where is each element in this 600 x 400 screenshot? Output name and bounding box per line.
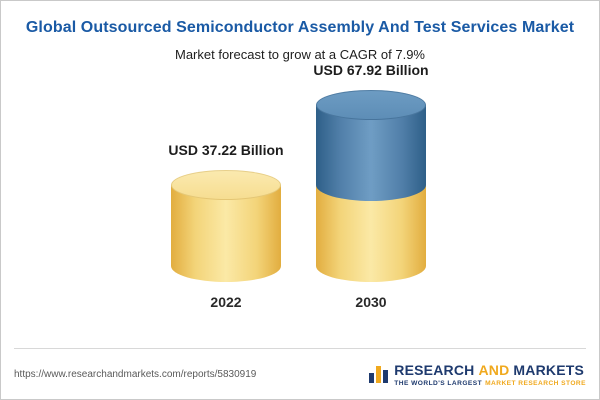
researchandmarkets-logo: RESEARCH AND MARKETS THE WORLD'S LARGEST… bbox=[369, 362, 586, 387]
segment-2030-growth bbox=[316, 105, 426, 201]
cylinder-2022 bbox=[171, 170, 281, 282]
bar-group-2030: USD 67.92 Billion 2030 bbox=[296, 62, 446, 310]
value-label-2022: USD 37.22 Billion bbox=[168, 142, 284, 158]
bar-chart: USD 37.22 Billion 2022 USD 67.92 Billion… bbox=[1, 62, 599, 314]
chart-header: Global Outsourced Semiconductor Assembly… bbox=[1, 1, 599, 62]
chart-subtitle: Market forecast to grow at a CAGR of 7.9… bbox=[175, 47, 425, 62]
segment-2030-base bbox=[316, 185, 426, 282]
brand-tagline: THE WORLD'S LARGEST MARKET RESEARCH STOR… bbox=[394, 380, 586, 387]
brand-tagline-part1: THE WORLD'S LARGEST bbox=[394, 379, 483, 387]
cylinder-2030 bbox=[316, 90, 426, 282]
bar-group-2022: USD 37.22 Billion 2022 bbox=[151, 142, 301, 310]
cylinder-2022-top-cap bbox=[171, 170, 281, 200]
brand-word-research: RESEARCH bbox=[394, 361, 475, 378]
brand-bars-icon bbox=[369, 365, 389, 383]
brand-word-and: AND bbox=[478, 361, 510, 378]
brand-text-block: RESEARCH AND MARKETS THE WORLD'S LARGEST… bbox=[394, 362, 586, 387]
brand-name: RESEARCH AND MARKETS bbox=[394, 362, 586, 378]
axis-label-2022: 2022 bbox=[210, 294, 242, 310]
brand-word-markets: MARKETS bbox=[513, 361, 585, 378]
segment-2022-base bbox=[171, 185, 281, 282]
value-label-2030: USD 67.92 Billion bbox=[313, 62, 429, 78]
report-url-link[interactable]: https://www.researchandmarkets.com/repor… bbox=[14, 368, 257, 380]
footer: https://www.researchandmarkets.com/repor… bbox=[14, 348, 586, 399]
chart-title: Global Outsourced Semiconductor Assembly… bbox=[25, 19, 575, 36]
brand-tagline-part2: MARKET RESEARCH STORE bbox=[485, 379, 586, 387]
cylinder-2030-top-cap bbox=[316, 90, 426, 120]
axis-label-2030: 2030 bbox=[355, 294, 387, 310]
